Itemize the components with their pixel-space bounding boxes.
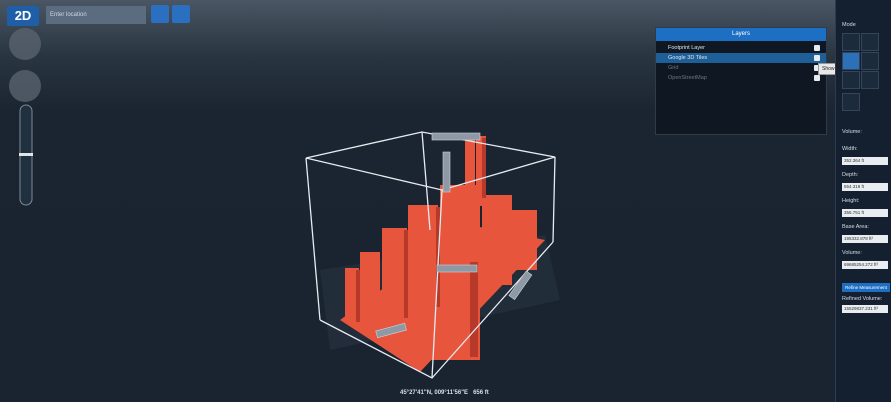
bounding-box (305, 131, 556, 379)
zoom-thumb[interactable] (19, 153, 33, 156)
layer-row: Google 3D Tiles (656, 53, 826, 63)
tool-camera[interactable] (861, 71, 879, 89)
field-label: Base Area: (842, 224, 869, 230)
field-label: Width: (842, 146, 858, 152)
tool-grid[interactable] (861, 52, 879, 70)
building-footprints (340, 136, 545, 372)
layer-row: OpenStreetMap (656, 73, 826, 83)
coordinates: 45°27'41"N, 009°11'56"E (400, 390, 469, 396)
locate-button[interactable] (151, 5, 169, 23)
layer-toggle[interactable] (814, 65, 820, 71)
refined-label: Refined Volume: (842, 296, 883, 302)
refined-value: 15529837.231 ft³ (842, 305, 888, 313)
field-value: 356.751 ft (842, 209, 888, 217)
field-label: Height: (842, 198, 860, 204)
tool-area[interactable] (842, 52, 860, 70)
layers-panel: Layers Footprint Layer Google 3D Tiles Gri… (655, 27, 827, 135)
search-dropdown[interactable] (134, 6, 146, 24)
dimension-labels (375, 132, 533, 339)
section-label: Volume: (842, 129, 862, 135)
pan-control[interactable] (9, 70, 41, 102)
layer-toggle[interactable] (814, 45, 820, 51)
compass[interactable] (9, 28, 41, 60)
layer-toggle[interactable] (814, 55, 820, 61)
layer-toggle[interactable] (814, 75, 820, 81)
status-bar: 45°27'41"N, 009°11'56"E 656 ft (400, 390, 489, 396)
layer-row: Footprint Layer (656, 43, 826, 53)
tool-point[interactable] (842, 93, 860, 111)
field-label: Depth: (842, 172, 859, 178)
scale: 656 ft (473, 390, 489, 396)
refine-button[interactable]: Refine Measurement (842, 283, 890, 292)
search-button[interactable] (172, 5, 190, 23)
layer-list: Footprint Layer Google 3D Tiles Grid OpenSt… (656, 41, 826, 83)
field-value: 352.364 ft (842, 157, 888, 165)
layer-row: Grid (656, 63, 826, 73)
location-search[interactable]: Enter location (46, 6, 134, 24)
2d-toggle[interactable]: 2D (7, 6, 39, 26)
tool-line[interactable] (861, 33, 879, 51)
layer-name: Grid (668, 65, 679, 71)
field-value: 69685254.272 ft³ (842, 261, 888, 269)
tool-height[interactable] (842, 71, 860, 89)
field-value: 195332.878 ft² (842, 235, 888, 243)
mode-label: Mode (842, 22, 856, 28)
field-value: 554.318 ft (842, 183, 888, 191)
tool-select[interactable] (842, 33, 860, 51)
measure-panel: Mode Volume: Refine Measurement Refined … (835, 0, 891, 402)
layers-title: Layers (656, 28, 826, 41)
layer-name: Google 3D Tiles (668, 55, 708, 61)
layer-name: Footprint Layer (668, 45, 705, 51)
field-label: Volume: (842, 250, 862, 256)
layer-name: OpenStreetMap (668, 75, 707, 81)
